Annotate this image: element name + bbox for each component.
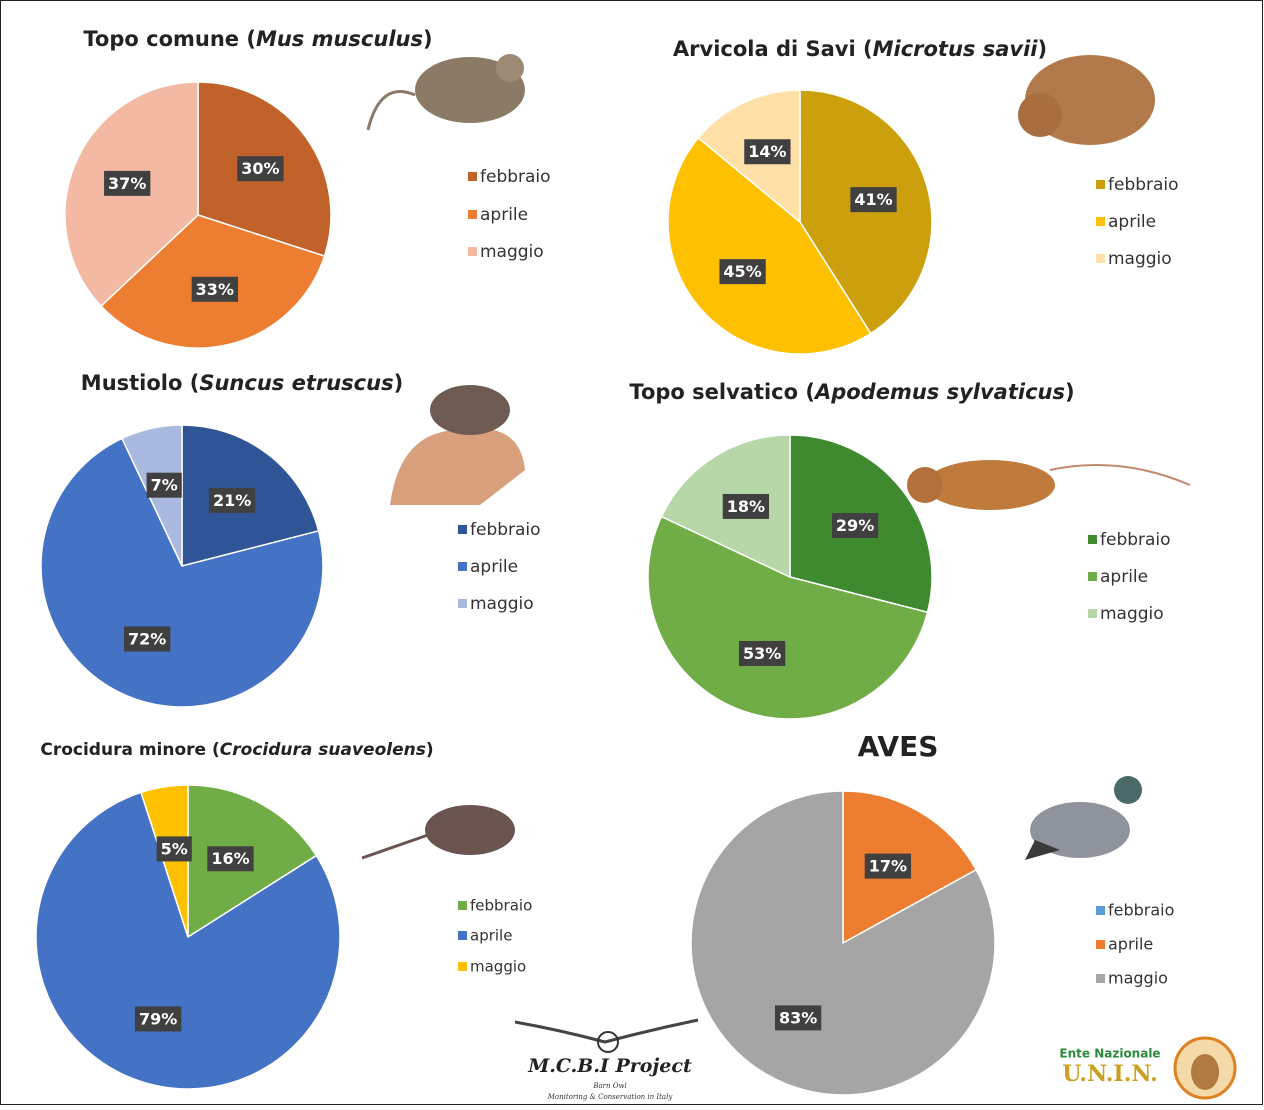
chart-title: Topo comune (Mus musculus) bbox=[83, 27, 432, 51]
data-label: 21% bbox=[213, 491, 251, 510]
legend-swatch bbox=[1096, 254, 1105, 263]
data-label: 33% bbox=[196, 280, 234, 299]
title-part: ) bbox=[426, 740, 434, 760]
title-part: Crocidura suaveolens bbox=[220, 740, 426, 760]
legend-swatch bbox=[458, 901, 467, 910]
logo-text: Ente Nazionale bbox=[1059, 1047, 1160, 1061]
data-label: 83% bbox=[779, 1008, 817, 1027]
legend-label: febbraio bbox=[480, 167, 551, 187]
legend-swatch bbox=[1088, 535, 1097, 544]
legend-swatch bbox=[1088, 572, 1097, 581]
legend-label: maggio bbox=[480, 242, 544, 262]
title-part: Microtus savii bbox=[873, 37, 1039, 61]
data-label: 5% bbox=[161, 839, 188, 858]
title-part: Crocidura minore ( bbox=[40, 740, 219, 760]
legend-swatch bbox=[1096, 217, 1105, 226]
chart-title: Mustiolo (Suncus etruscus) bbox=[81, 371, 403, 395]
title-part: ) bbox=[1065, 380, 1075, 404]
title-part: Suncus etruscus bbox=[199, 371, 393, 395]
title-part: Topo comune ( bbox=[83, 27, 256, 51]
legend-swatch bbox=[468, 247, 477, 256]
legend-swatch bbox=[468, 172, 477, 181]
data-label: 18% bbox=[727, 497, 765, 516]
legend-label: maggio bbox=[470, 594, 534, 614]
legend-swatch bbox=[1096, 906, 1105, 915]
title-part: Mus musculus bbox=[256, 27, 423, 51]
data-label: 29% bbox=[836, 516, 874, 535]
title-part: AVES bbox=[858, 730, 939, 763]
legend-label: maggio bbox=[1108, 249, 1172, 269]
title-part: ) bbox=[423, 27, 433, 51]
legend-swatch bbox=[1096, 974, 1105, 983]
chart-title: Topo selvatico (Apodemus sylvaticus) bbox=[629, 380, 1074, 404]
legend-swatch bbox=[458, 931, 467, 940]
data-label: 79% bbox=[139, 1009, 177, 1028]
data-label: 16% bbox=[211, 849, 249, 868]
title-part: Mustiolo ( bbox=[81, 371, 200, 395]
legend-label: aprile bbox=[1100, 567, 1148, 587]
data-label: 53% bbox=[743, 644, 781, 663]
legend-swatch bbox=[468, 210, 477, 219]
logo-sub: Barn Owl bbox=[592, 1082, 626, 1090]
legend-label: febbraio bbox=[1100, 530, 1171, 550]
legend-label: maggio bbox=[1108, 969, 1168, 988]
data-label: 30% bbox=[241, 159, 279, 178]
legend-swatch bbox=[458, 599, 467, 608]
data-label: 72% bbox=[128, 629, 166, 648]
chart-title: Arvicola di Savi (Microtus savii) bbox=[673, 37, 1047, 61]
logo-text: U.N.I.N. bbox=[1062, 1061, 1158, 1087]
logo-sub: Monitoring & Conservation in Italy bbox=[547, 1093, 674, 1101]
legend-label: febbraio bbox=[1108, 175, 1179, 195]
legend-swatch bbox=[458, 525, 467, 534]
title-part: Topo selvatico ( bbox=[629, 380, 815, 404]
legend-swatch bbox=[458, 962, 467, 971]
legend-label: aprile bbox=[470, 927, 512, 945]
legend-swatch bbox=[458, 562, 467, 571]
legend-label: maggio bbox=[470, 958, 526, 976]
data-label: 45% bbox=[723, 262, 761, 281]
chart-title: AVES bbox=[858, 730, 939, 763]
infographic: M.C.B.I Project Barn Owl Monitoring & Co… bbox=[0, 0, 1264, 1106]
title-part: ) bbox=[1037, 37, 1047, 61]
title-part: Arvicola di Savi ( bbox=[673, 37, 873, 61]
legend-label: maggio bbox=[1100, 604, 1164, 624]
data-label: 14% bbox=[748, 142, 786, 161]
legend-label: aprile bbox=[1108, 212, 1156, 232]
legend-label: febbraio bbox=[1108, 901, 1174, 920]
legend-label: aprile bbox=[480, 205, 528, 225]
legend-label: aprile bbox=[470, 557, 518, 577]
legend-swatch bbox=[1096, 940, 1105, 949]
legend-label: aprile bbox=[1108, 935, 1153, 954]
legend-swatch bbox=[1096, 180, 1105, 189]
logo-title: M.C.B.I Project bbox=[527, 1055, 692, 1077]
legend-label: febbraio bbox=[470, 520, 541, 540]
title-part: Apodemus sylvaticus bbox=[813, 380, 1065, 404]
legend-label: febbraio bbox=[470, 897, 532, 915]
data-label: 17% bbox=[869, 857, 907, 876]
data-label: 7% bbox=[151, 476, 178, 495]
data-label: 37% bbox=[108, 174, 146, 193]
legend-swatch bbox=[1088, 609, 1097, 618]
title-part: ) bbox=[394, 371, 404, 395]
data-label: 41% bbox=[854, 190, 892, 209]
chart-title: Crocidura minore (Crocidura suaveolens) bbox=[40, 740, 433, 760]
